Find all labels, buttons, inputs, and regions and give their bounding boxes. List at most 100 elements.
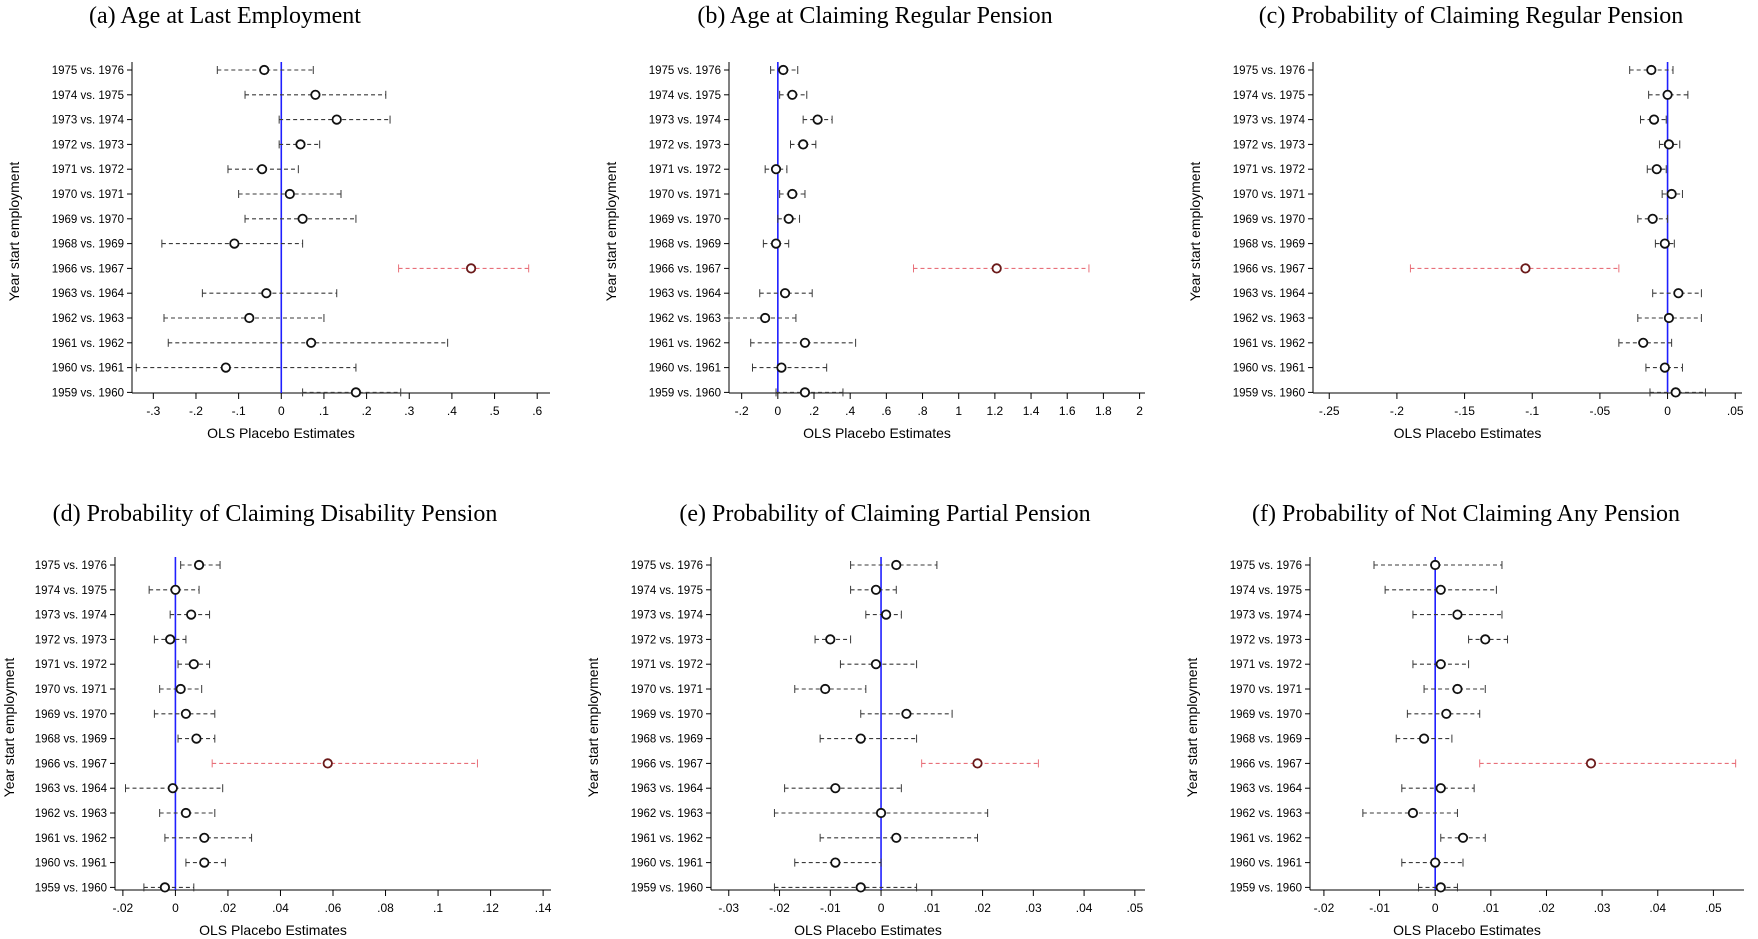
x-axis-title: OLS Placebo Estimates xyxy=(794,922,942,938)
point-estimate-marker xyxy=(1435,882,1446,893)
category-label: 1972 vs. 1973 xyxy=(1233,139,1305,151)
category-label: 1975 vs. 1976 xyxy=(1230,560,1302,572)
category-label: 1975 vs. 1976 xyxy=(1233,65,1305,77)
point-estimate-marker xyxy=(855,882,866,893)
point-estimate-marker xyxy=(165,634,176,645)
point-estimate-marker xyxy=(787,89,798,100)
category-label: 1959 vs. 1960 xyxy=(35,882,107,894)
x-tick-label: .3 xyxy=(404,404,414,418)
category-label: 1962 vs. 1963 xyxy=(52,313,124,325)
point-estimate-marker xyxy=(220,362,231,373)
x-axis-title: OLS Placebo Estimates xyxy=(207,425,355,441)
category-label: 1960 vs. 1961 xyxy=(52,363,124,375)
category-label: 1970 vs. 1971 xyxy=(649,189,721,201)
x-tick-label: .6 xyxy=(881,404,891,418)
x-tick-label: 0 xyxy=(278,404,285,418)
category-label: 1968 vs. 1969 xyxy=(649,239,721,251)
x-tick-label: .05 xyxy=(1727,404,1744,418)
point-estimate-marker xyxy=(199,832,210,843)
x-tick-label: .8 xyxy=(918,404,928,418)
point-estimate-marker xyxy=(778,64,789,76)
category-label: 1966 vs. 1967 xyxy=(1230,758,1302,770)
point-estimate-marker xyxy=(193,559,205,571)
x-axis-title: OLS Placebo Estimates xyxy=(199,922,347,938)
category-label: 1963 vs. 1964 xyxy=(52,288,125,300)
x-tick-label: .04 xyxy=(1649,901,1666,915)
point-estimate-marker xyxy=(1430,559,1441,571)
category-label: 1971 vs. 1972 xyxy=(35,659,107,671)
panel-title: (e) Probability of Claiming Partial Pens… xyxy=(679,501,1090,527)
point-estimate-marker xyxy=(1651,164,1662,175)
x-tick-label: 1 xyxy=(955,404,962,418)
x-tick-label: .04 xyxy=(1076,901,1093,915)
category-label: 1972 vs. 1973 xyxy=(35,634,107,646)
x-tick-label: .05 xyxy=(1705,901,1722,915)
y-axis-title: Year start employment xyxy=(1,658,17,798)
x-tick-label: 0 xyxy=(1664,404,1671,418)
point-estimate-marker xyxy=(972,758,983,769)
point-estimate-marker xyxy=(1441,708,1452,719)
panel-title: (d) Probability of Claiming Disability P… xyxy=(53,501,498,527)
point-estimate-marker xyxy=(820,683,831,695)
point-estimate-marker xyxy=(1452,683,1463,695)
category-label: 1974 vs. 1975 xyxy=(1230,585,1302,597)
x-tick-label: -.01 xyxy=(1369,901,1390,915)
category-label: 1966 vs. 1967 xyxy=(649,263,721,275)
category-label: 1973 vs. 1974 xyxy=(1233,115,1306,127)
category-label: 1971 vs. 1972 xyxy=(631,659,703,671)
x-tick-label: .2 xyxy=(809,404,819,418)
point-estimate-marker xyxy=(199,857,210,868)
point-estimate-marker xyxy=(1663,312,1675,324)
category-label: 1973 vs. 1974 xyxy=(631,610,704,622)
category-label: 1973 vs. 1974 xyxy=(1230,610,1303,622)
category-label: 1974 vs. 1975 xyxy=(649,90,721,102)
category-label: 1972 vs. 1973 xyxy=(631,634,703,646)
category-label: 1966 vs. 1967 xyxy=(52,263,124,275)
panel-title: (b) Age at Claiming Regular Pension xyxy=(697,3,1052,29)
point-estimate-marker xyxy=(1520,263,1531,274)
point-estimate-marker xyxy=(331,114,342,125)
x-tick-label: .5 xyxy=(490,404,500,418)
x-tick-label: -.15 xyxy=(1454,404,1475,418)
category-label: 1959 vs. 1960 xyxy=(649,387,721,399)
category-label: 1972 vs. 1973 xyxy=(52,139,124,151)
point-estimate-marker xyxy=(1673,288,1684,299)
category-label: 1962 vs. 1963 xyxy=(631,808,703,820)
point-estimate-marker xyxy=(259,64,270,76)
category-label: 1962 vs. 1963 xyxy=(1233,313,1305,325)
category-label: 1962 vs. 1963 xyxy=(1230,808,1302,820)
x-tick-label: .05 xyxy=(1127,901,1144,915)
category-label: 1971 vs. 1972 xyxy=(1230,659,1302,671)
x-tick-label: .14 xyxy=(535,901,552,915)
category-label: 1959 vs. 1960 xyxy=(631,882,703,894)
y-axis-title: Year start employment xyxy=(603,162,619,302)
category-label: 1973 vs. 1974 xyxy=(649,115,722,127)
category-label: 1968 vs. 1969 xyxy=(1233,239,1305,251)
point-estimate-marker xyxy=(875,807,887,819)
category-label: 1961 vs. 1962 xyxy=(1233,338,1305,350)
point-estimate-marker xyxy=(186,609,197,620)
x-tick-label: 1.4 xyxy=(1023,404,1040,418)
category-label: 1973 vs. 1974 xyxy=(35,610,108,622)
category-label: 1969 vs. 1970 xyxy=(1233,214,1305,226)
category-label: 1971 vs. 1972 xyxy=(1233,164,1305,176)
point-estimate-marker xyxy=(830,783,841,794)
panel-title: (c) Probability of Claiming Regular Pens… xyxy=(1259,3,1684,29)
point-estimate-marker xyxy=(175,683,186,695)
x-tick-label: .03 xyxy=(1594,901,1611,915)
x-tick-label: -.05 xyxy=(1590,404,1611,418)
category-label: 1970 vs. 1971 xyxy=(1233,189,1305,201)
x-tick-label: 0 xyxy=(878,901,885,915)
point-estimate-marker xyxy=(799,337,811,348)
x-tick-label: -.1 xyxy=(232,404,246,418)
category-label: 1963 vs. 1964 xyxy=(631,783,704,795)
x-tick-label: 0 xyxy=(1432,901,1439,915)
x-tick-label: .02 xyxy=(974,901,991,915)
panel-title: (a) Age at Last Employment xyxy=(89,3,361,29)
point-estimate-marker xyxy=(870,659,882,670)
category-label: 1975 vs. 1976 xyxy=(631,560,703,572)
point-estimate-marker xyxy=(1659,238,1670,249)
x-tick-label: 1.6 xyxy=(1059,404,1076,418)
category-label: 1971 vs. 1972 xyxy=(52,164,124,176)
category-label: 1975 vs. 1976 xyxy=(649,65,721,77)
